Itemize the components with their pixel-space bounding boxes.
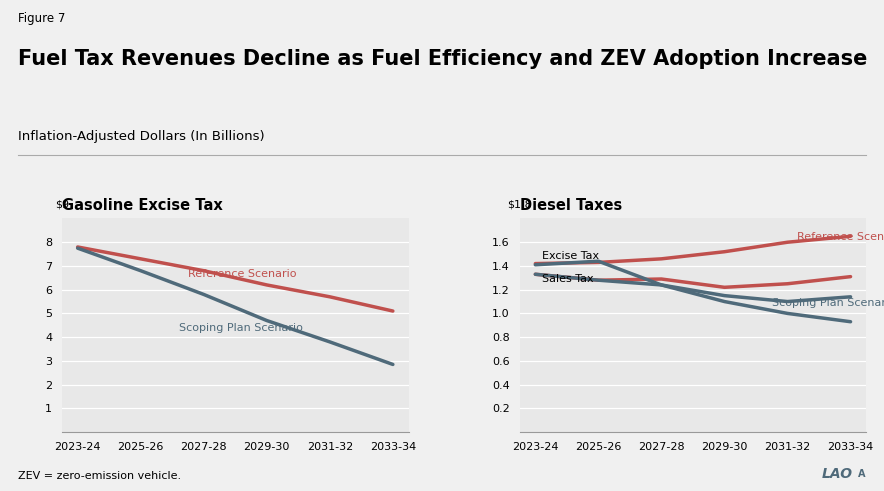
Text: Sales Tax: Sales Tax [542, 274, 593, 284]
Text: $9: $9 [55, 200, 69, 210]
Text: A: A [858, 469, 865, 479]
Text: Figure 7: Figure 7 [18, 12, 65, 25]
Text: Diesel Taxes: Diesel Taxes [520, 198, 621, 213]
Text: $1.8: $1.8 [507, 200, 532, 210]
Text: Inflation-Adjusted Dollars (In Billions): Inflation-Adjusted Dollars (In Billions) [18, 130, 264, 143]
Text: Scoping Plan Scenario: Scoping Plan Scenario [772, 299, 884, 308]
Text: Reference Scenario: Reference Scenario [188, 269, 296, 278]
Text: ZEV = zero-emission vehicle.: ZEV = zero-emission vehicle. [18, 471, 181, 481]
Text: Reference Scenario: Reference Scenario [797, 232, 884, 242]
Text: Scoping Plan Scenario: Scoping Plan Scenario [179, 323, 302, 333]
Text: LAO: LAO [822, 467, 853, 481]
Text: Excise Tax: Excise Tax [542, 251, 598, 261]
Text: Fuel Tax Revenues Decline as Fuel Efficiency and ZEV Adoption Increase: Fuel Tax Revenues Decline as Fuel Effici… [18, 49, 867, 69]
Text: Gasoline Excise Tax: Gasoline Excise Tax [62, 198, 223, 213]
